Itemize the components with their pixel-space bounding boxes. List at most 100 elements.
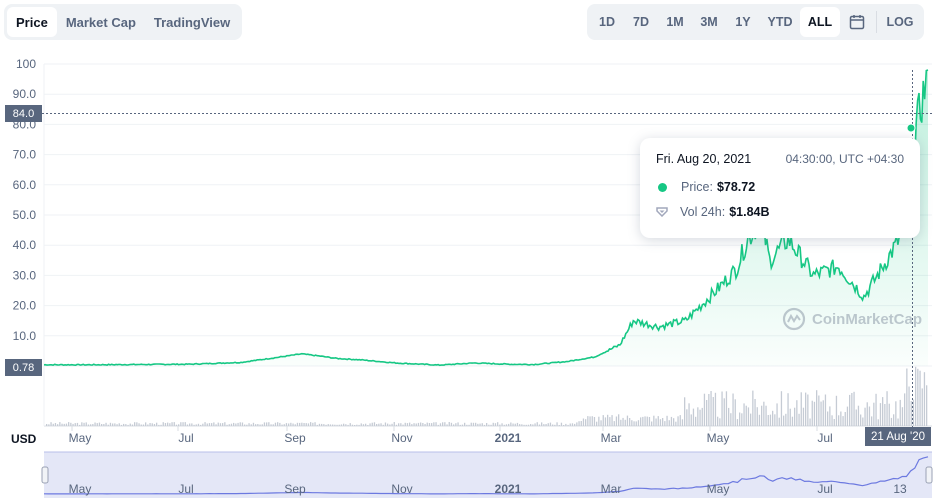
tab-price[interactable]: Price [7,7,57,37]
volume-bar [288,423,290,426]
volume-bar [85,422,87,426]
volume-bar [637,420,640,426]
volume-bar [917,368,919,426]
volume-bar [558,425,560,426]
volume-bar [197,423,200,426]
volume-bar [294,424,296,426]
volume-bar [98,422,101,426]
volume-bar [112,423,114,426]
volume-bar [299,422,301,426]
volume-bar [332,424,334,426]
range-7d[interactable]: 7D [633,15,649,29]
watermark: CoinMarketCap [782,307,922,331]
navigator-handle-right[interactable] [925,466,933,484]
volume-bar [853,391,855,426]
volume-bar [158,424,160,426]
volume-bar [68,422,70,426]
volume-bar [237,422,239,426]
volume-bar [695,416,697,426]
price-dot-icon [658,182,667,192]
volume-bar [415,423,417,426]
calendar-button[interactable] [840,7,874,37]
range-1m[interactable]: 1M [666,15,684,29]
volume-bar [508,423,510,426]
x-tick-label: Mar [601,431,622,445]
volume-bar [721,391,723,426]
volume-bar [259,424,261,426]
range-1y[interactable]: 1Y [735,15,751,29]
volume-bar [316,424,318,426]
range-1d[interactable]: 1D [599,15,615,29]
volume-bar [171,422,173,426]
tooltip-time: 04:30:00, UTC +04:30 [785,152,904,166]
x-tick-label: Sep [284,431,306,445]
price-point [87,364,89,366]
volume-bar [138,423,140,426]
volume-bar [607,414,609,426]
price-chart[interactable]: 10090.080.070.060.050.040.030.020.010.0 … [0,50,935,450]
volume-bar [745,405,747,426]
volume-bar [686,409,688,426]
range-all[interactable]: ALL [800,7,840,37]
navigator-handle-left[interactable] [41,466,49,484]
volume-bar [409,422,411,426]
volume-bar [420,422,422,426]
volume-bar [591,416,593,426]
volume-bar [263,422,266,426]
volume-bar [219,423,222,426]
volume-bar [596,421,598,426]
volume-bar [655,418,657,426]
volume-bar [134,422,136,426]
range-3m[interactable]: 3M [700,15,718,29]
volume-bar [563,425,565,426]
volume-bar [818,395,820,426]
volume-bar [659,419,662,426]
tab-tradingview[interactable]: TradingView [153,14,231,30]
crosshair-price-label: 84.0 [5,105,42,122]
volume-bar [470,422,472,426]
volume-bar [690,414,692,426]
range-navigator[interactable]: May Jul Sep Nov 2021 Mar May Jul 13 [0,450,935,503]
volume-bar [677,416,679,426]
volume-bar [200,424,202,426]
volume-bar [549,422,552,426]
volume-bar [805,392,807,426]
volume-bar [153,424,156,426]
volume-bar [622,417,624,426]
volume-bar [560,422,563,426]
volume-bar [360,423,362,426]
volume-bar [387,423,389,426]
volume-bar [710,391,712,426]
volume-bar [244,424,246,426]
volume-bar [189,423,191,426]
navigator-tick-label: May [707,482,730,496]
navigator-tick-label: Nov [391,482,412,496]
volume-bar [83,422,85,426]
volume-bar [156,422,158,426]
volume-bar [739,412,741,426]
navigator-tick-label: 13 [893,482,907,496]
volume-bar [151,423,153,426]
price-point [769,259,771,261]
volume-bar [321,423,323,426]
y-tick-label: 100 [16,57,36,71]
volume-bar [494,423,497,426]
watermark-text: CoinMarketCap [812,310,923,328]
volume-bar [899,399,901,426]
navigator-axis-labels: May Jul Sep Nov 2021 Mar May Jul 13 [69,482,907,496]
range-ytd[interactable]: YTD [767,15,793,29]
volume-bar [813,401,816,426]
volume-bar [257,424,259,426]
volume-bar [182,422,184,426]
tab-market-cap[interactable]: Market Cap [65,14,136,30]
toolbar-divider [876,11,877,33]
volume-bar [393,422,395,426]
volume-bar [635,421,637,426]
log-scale-button[interactable]: LOG [886,15,914,29]
volume-bar [285,423,288,426]
volume-bar [327,424,329,426]
volume-bar [620,419,622,426]
volume-bar [226,424,228,426]
volume-bar [442,422,444,426]
volume-bar [402,424,404,426]
